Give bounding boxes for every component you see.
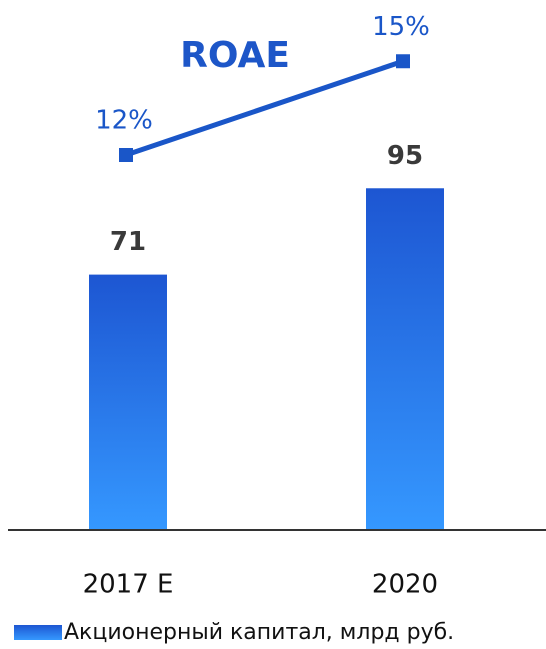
line-marker xyxy=(396,54,410,69)
legend-swatch xyxy=(14,625,62,640)
bar xyxy=(89,274,167,530)
x-tick-label: 2020 xyxy=(372,570,438,600)
line xyxy=(125,58,404,158)
line-value-label: 15% xyxy=(372,12,430,42)
bar-value-label: 71 xyxy=(110,227,146,257)
x-tick-label: 2017 E xyxy=(83,570,174,600)
bar-value-label: 95 xyxy=(387,141,423,171)
line-marker xyxy=(119,148,133,162)
legend-label: Акционерный капитал, млрд руб. xyxy=(64,620,454,645)
line-series-title: ROAE xyxy=(180,35,290,76)
bar xyxy=(366,188,444,530)
line-value-label: 12% xyxy=(95,106,153,136)
